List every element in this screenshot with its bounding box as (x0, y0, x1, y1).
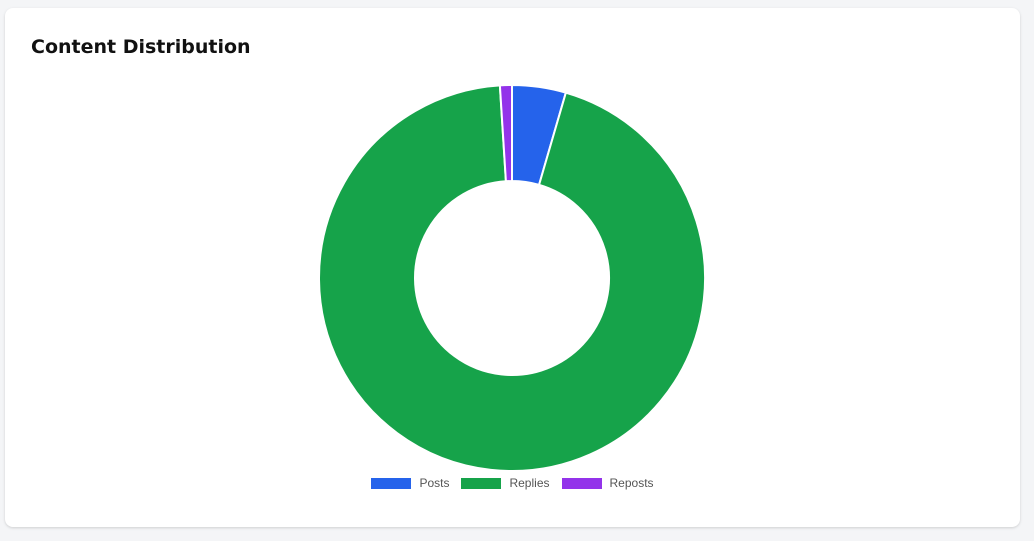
chart-legend: Posts Replies Reposts (5, 476, 1020, 490)
legend-label-replies: Replies (509, 476, 550, 490)
legend-swatch-posts (371, 477, 412, 489)
legend-label-reposts: Reposts (609, 476, 654, 490)
donut-slice-replies[interactable] (318, 84, 706, 472)
legend-item-posts[interactable]: Posts (371, 476, 449, 490)
donut-slice-reposts[interactable] (498, 83, 513, 183)
legend-item-replies[interactable]: Replies (461, 476, 550, 490)
legend-label-posts: Posts (419, 476, 450, 490)
chart-title: Content Distribution (31, 36, 251, 58)
legend-item-reposts[interactable]: Reposts (561, 476, 654, 490)
chart-card: Content Distribution Posts Replies Repos… (5, 8, 1020, 527)
legend-swatch-replies (461, 477, 502, 489)
legend-swatch-reposts (561, 477, 602, 489)
donut-chart (318, 83, 706, 472)
